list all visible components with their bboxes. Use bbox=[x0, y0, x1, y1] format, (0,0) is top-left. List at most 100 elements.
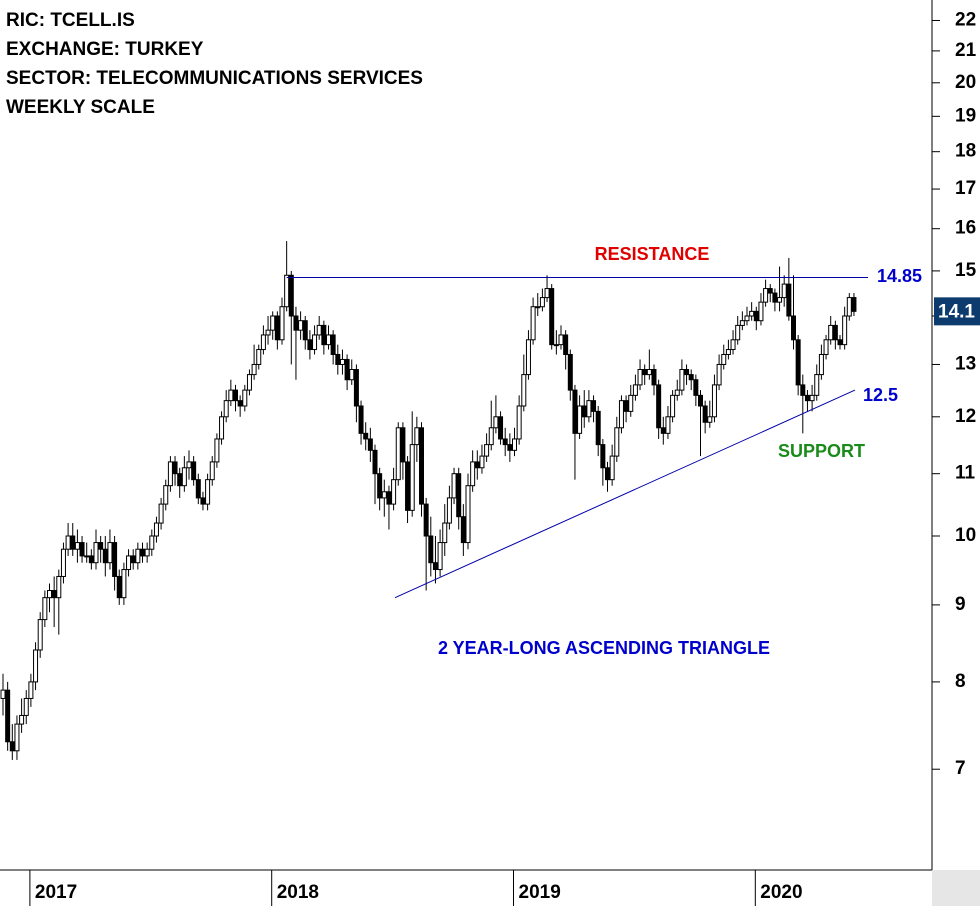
y-tick-label: 17 bbox=[955, 178, 976, 199]
candle-body bbox=[205, 479, 211, 505]
support-label: SUPPORT bbox=[778, 441, 865, 461]
candle-body bbox=[19, 714, 25, 725]
candle-body bbox=[344, 358, 350, 381]
candle-body bbox=[181, 467, 187, 487]
candle-body bbox=[530, 306, 536, 341]
candle-body bbox=[600, 444, 606, 469]
candle-body bbox=[535, 306, 541, 309]
candle-body bbox=[37, 619, 43, 651]
candle-body bbox=[246, 374, 252, 391]
candle-body bbox=[702, 405, 708, 423]
candle-body bbox=[693, 379, 699, 396]
candle-body bbox=[28, 681, 34, 699]
candle-body bbox=[674, 389, 680, 396]
y-tick-label: 20 bbox=[955, 72, 976, 93]
candle-body bbox=[56, 575, 62, 599]
candle-body bbox=[23, 697, 29, 716]
candle-body bbox=[577, 405, 583, 434]
candle-body bbox=[112, 542, 118, 577]
candle-body bbox=[349, 369, 355, 381]
candle-body bbox=[828, 324, 834, 341]
candle-body bbox=[88, 555, 94, 564]
candle-body bbox=[326, 334, 331, 346]
candle-body bbox=[60, 548, 66, 577]
candle-body bbox=[47, 590, 52, 599]
candle-body bbox=[437, 542, 443, 571]
candle-body bbox=[172, 461, 178, 475]
candle-body bbox=[558, 334, 564, 346]
candle-body bbox=[442, 522, 448, 544]
candle-body bbox=[758, 301, 764, 322]
support-line bbox=[394, 389, 856, 599]
candle-body bbox=[744, 315, 750, 322]
candle-body bbox=[242, 389, 248, 407]
candle-body bbox=[781, 283, 787, 299]
candle-body bbox=[84, 555, 90, 558]
candle-body bbox=[177, 473, 183, 487]
candle-body bbox=[149, 535, 155, 550]
y-tick-label: 10 bbox=[955, 525, 976, 546]
candle-body bbox=[42, 597, 48, 621]
candle-body bbox=[735, 324, 741, 341]
candle-body bbox=[5, 689, 11, 743]
y-tick-label: 7 bbox=[955, 758, 966, 779]
candle-body bbox=[260, 334, 266, 351]
candle-body bbox=[814, 374, 820, 396]
candle-body bbox=[65, 535, 71, 550]
candle-body bbox=[135, 548, 141, 564]
x-tick-label: 2020 bbox=[760, 882, 802, 903]
candle-body bbox=[121, 569, 127, 599]
candle-body bbox=[525, 339, 531, 376]
y-tick-label: 13 bbox=[955, 353, 976, 374]
candle-body bbox=[465, 485, 471, 544]
y-tick-label: 8 bbox=[955, 671, 966, 692]
header-line: EXCHANGE: TURKEY bbox=[6, 39, 204, 60]
candle-body bbox=[707, 416, 713, 423]
candle-body bbox=[632, 384, 638, 396]
candle-body bbox=[395, 427, 401, 481]
candle-body bbox=[581, 405, 587, 418]
candle-body bbox=[493, 416, 499, 429]
candle-body bbox=[363, 432, 369, 440]
candle-body bbox=[33, 649, 39, 683]
candle-body bbox=[428, 535, 434, 564]
candle-body bbox=[423, 503, 429, 537]
price-tag bbox=[934, 297, 980, 326]
candle-body bbox=[591, 400, 597, 412]
candle-body bbox=[725, 349, 731, 355]
header-line: WEEKLY SCALE bbox=[6, 97, 155, 118]
y-tick-label: 12 bbox=[955, 406, 976, 427]
candle-body bbox=[353, 369, 359, 407]
candle-body bbox=[391, 479, 397, 505]
candle-body bbox=[498, 416, 504, 440]
y-tick-label: 19 bbox=[955, 105, 976, 126]
candle-body bbox=[284, 274, 290, 308]
candle-body bbox=[479, 455, 485, 469]
candle-body bbox=[516, 405, 522, 440]
candle-body bbox=[502, 438, 508, 446]
candle-body bbox=[265, 329, 271, 336]
candle-body bbox=[358, 405, 364, 434]
y-tick-label: 9 bbox=[955, 594, 966, 615]
candle-body bbox=[9, 741, 15, 752]
candle-body bbox=[446, 497, 452, 524]
candle-body bbox=[851, 297, 857, 312]
candle-body bbox=[512, 438, 517, 451]
candle-body bbox=[228, 389, 234, 402]
x-tick-label: 2018 bbox=[277, 882, 319, 903]
candle-body bbox=[809, 394, 815, 402]
candle-body bbox=[167, 461, 173, 487]
candle-body bbox=[107, 542, 113, 564]
y-tick-label: 18 bbox=[955, 141, 976, 162]
candle-body bbox=[74, 542, 80, 550]
candle-body bbox=[256, 349, 262, 365]
candle-body bbox=[842, 315, 848, 346]
candle-body bbox=[595, 410, 601, 446]
candle-body bbox=[665, 416, 671, 434]
candle-body bbox=[651, 369, 657, 386]
header-line: RIC: TCELL.IS bbox=[6, 10, 135, 31]
candle-body bbox=[605, 467, 610, 481]
candle-body bbox=[419, 427, 424, 505]
candle-body bbox=[563, 334, 569, 355]
candle-body bbox=[818, 353, 824, 376]
